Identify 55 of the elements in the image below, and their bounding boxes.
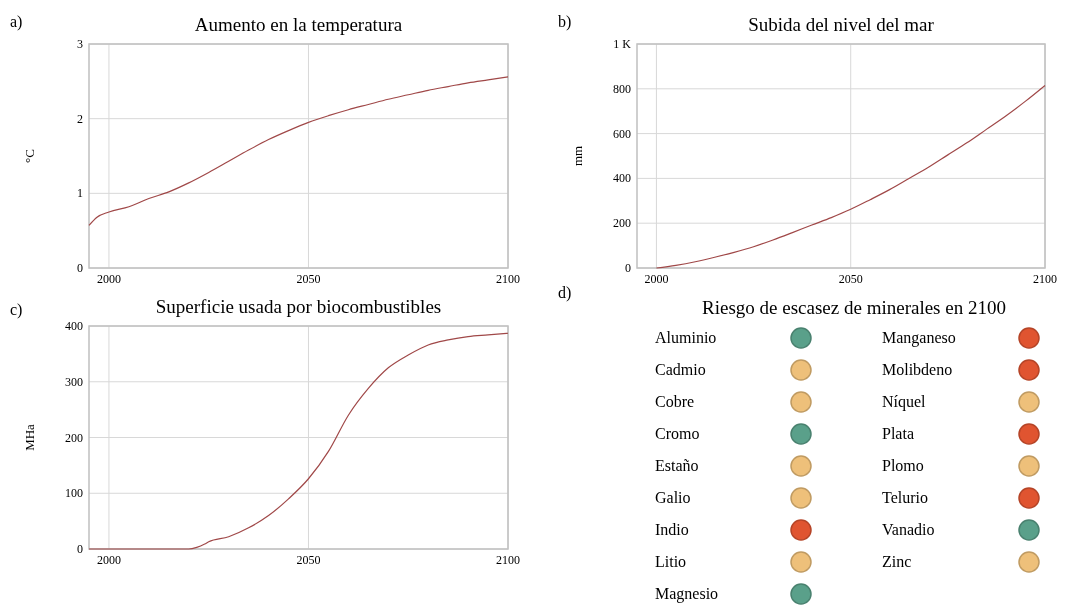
category-label: Magnesio	[655, 585, 719, 603]
category-label: Zinc	[882, 553, 912, 570]
x-tick-label: 2000	[644, 272, 669, 286]
category-label: Níquel	[882, 393, 927, 411]
category-label: Litio	[655, 553, 687, 570]
y-tick-label: 2	[77, 111, 83, 126]
text: b)	[558, 13, 572, 31]
category-label: Plomo	[882, 457, 924, 474]
y-tick-label: 1	[77, 186, 83, 201]
category-label: Cadmio	[655, 361, 706, 378]
chart-title: Aumento en la temperatura	[194, 14, 403, 35]
y-tick-label: 600	[613, 126, 631, 141]
chart-title: Superficie usada por biocombustibles	[155, 296, 442, 317]
category-label: Molibdeno	[882, 361, 953, 378]
category-label: Cobre	[655, 393, 695, 410]
y-axis-title: MHa	[22, 423, 37, 451]
y-tick-label: 0	[77, 542, 83, 556]
category-label: Vanadio	[882, 521, 935, 538]
y-tick-label: 400	[613, 171, 631, 186]
category-label: Cromo	[655, 425, 700, 442]
x-tick-label: 2050	[296, 553, 321, 567]
y-tick-label: 0	[625, 261, 631, 275]
x-tick-label: 2100	[496, 272, 520, 286]
y-tick-label: 200	[65, 430, 83, 445]
x-tick-label: 2000	[96, 553, 121, 567]
y-tick-label: 0	[77, 261, 83, 275]
chart-title: Subida del nivel del mar	[748, 14, 935, 35]
text: a)	[10, 13, 23, 31]
y-axis-title: mm	[570, 145, 585, 167]
line-series	[88, 332, 509, 550]
category-label: Estaño	[655, 457, 699, 474]
x-tick-label: 2100	[496, 553, 520, 567]
category-label: Telurio	[882, 489, 928, 506]
line-series	[655, 84, 1046, 269]
y-tick-label: 3	[77, 37, 83, 51]
category-label: Manganeso	[882, 329, 956, 347]
x-tick-label: 2100	[1033, 272, 1057, 286]
y-axis-title: °C	[22, 149, 37, 163]
y-tick-label: 1 K	[613, 37, 632, 51]
y-tick-label: 100	[65, 486, 83, 501]
y-tick-label: 400	[65, 319, 83, 333]
text: c)	[10, 301, 23, 319]
text: Riesgo de escasez de minerales en 2100	[702, 297, 1006, 318]
text: d)	[558, 284, 572, 302]
x-tick-label: 2050	[838, 272, 863, 286]
y-tick-label: 800	[613, 81, 631, 96]
category-label: Aluminio	[655, 329, 717, 346]
y-tick-label: 300	[65, 374, 83, 389]
category-label: Galio	[655, 489, 691, 506]
category-label: Plata	[882, 425, 914, 442]
line-series	[88, 76, 509, 227]
x-tick-label: 2050	[296, 272, 321, 286]
x-tick-label: 2000	[96, 272, 121, 286]
y-tick-label: 200	[613, 216, 631, 231]
category-label: Indio	[655, 521, 689, 538]
